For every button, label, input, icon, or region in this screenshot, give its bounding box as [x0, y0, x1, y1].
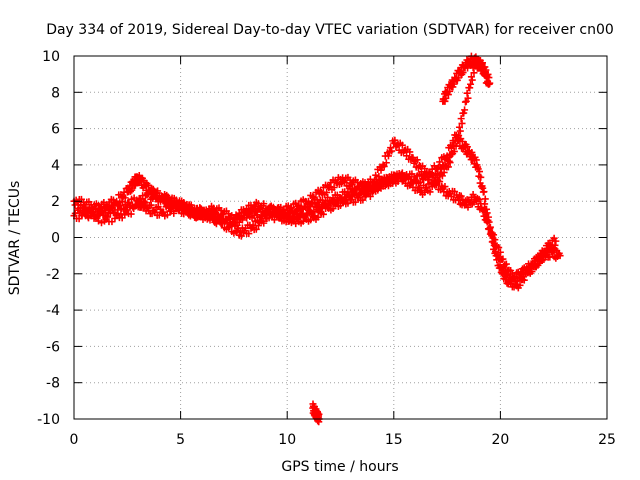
y-tick-label: 4 — [51, 158, 60, 174]
y-tick-label: -4 — [46, 303, 60, 319]
x-tick-label: 15 — [385, 432, 403, 448]
y-tick-label: 2 — [51, 194, 60, 210]
y-tick-label: 10 — [42, 49, 60, 65]
y-tick-label: -2 — [46, 267, 60, 283]
y-tick-label: -10 — [37, 412, 60, 428]
y-tick-label: -8 — [46, 376, 60, 392]
sdtvar-chart: Day 334 of 2019, Sidereal Day-to-day VTE… — [0, 0, 640, 480]
y-axis-label: SDTVAR / TECUs — [7, 181, 23, 296]
y-tick-label: 0 — [51, 231, 60, 247]
y-tick-label: -6 — [46, 339, 60, 355]
x-axis-label: GPS time / hours — [281, 459, 398, 475]
x-tick-label: 20 — [491, 432, 509, 448]
x-tick-label: 10 — [278, 432, 296, 448]
x-tick-label: 5 — [176, 432, 185, 448]
chart-background — [0, 0, 640, 480]
y-tick-label: 6 — [51, 122, 60, 138]
x-tick-label: 0 — [70, 432, 79, 448]
x-tick-label: 25 — [598, 432, 616, 448]
y-tick-label: 8 — [51, 85, 60, 101]
chart-title: Day 334 of 2019, Sidereal Day-to-day VTE… — [46, 22, 614, 38]
